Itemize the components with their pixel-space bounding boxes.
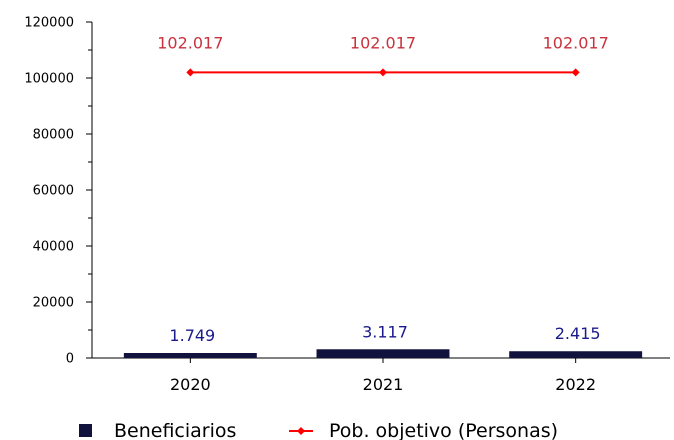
bar [509, 351, 643, 358]
y-tick-label: 120000 [24, 16, 74, 31]
bar-data-label: 1.749 [169, 326, 215, 345]
x-tick-label: 2021 [363, 375, 404, 394]
line-data-label: 102.017 [543, 33, 609, 52]
line-point [379, 68, 387, 77]
bar-data-labels: 1.749 3.117 2.415 [169, 322, 600, 345]
line-point [186, 68, 195, 77]
x-axis-ticks: 2020 2021 2022 [170, 358, 596, 394]
legend-label-pob-objetivo: Pob. objetivo (Personas) [329, 420, 558, 440]
y-tick-label: 0 [66, 352, 74, 367]
line-point [571, 68, 580, 77]
line-data-labels: 102.017 102.017 102.017 [157, 33, 609, 52]
line-data-label: 102.017 [157, 33, 223, 52]
legend: Beneficiarios Pob. objetivo (Personas) [79, 420, 558, 440]
line-data-label: 102.017 [350, 33, 416, 52]
y-tick-label: 40000 [33, 240, 74, 255]
y-axis-ticks: 0 20000 40000 60000 80000 100000 120000 [24, 16, 92, 367]
bar [123, 353, 257, 358]
x-tick-label: 2022 [555, 375, 596, 394]
bar-data-label: 2.415 [555, 324, 601, 343]
y-tick-label: 60000 [33, 184, 74, 199]
legend-label-beneficiarios: Beneficiarios [114, 420, 236, 440]
bar [316, 349, 450, 358]
y-tick-label: 20000 [33, 296, 74, 311]
y-tick-label: 100000 [24, 72, 74, 87]
line-series [186, 68, 580, 77]
bar-data-label: 3.117 [362, 322, 408, 341]
x-tick-label: 2020 [170, 375, 211, 394]
legend-swatch-beneficiarios [79, 424, 92, 437]
y-tick-label: 80000 [33, 128, 74, 143]
legend-swatch-marker [297, 427, 305, 435]
bar-series [123, 349, 643, 358]
